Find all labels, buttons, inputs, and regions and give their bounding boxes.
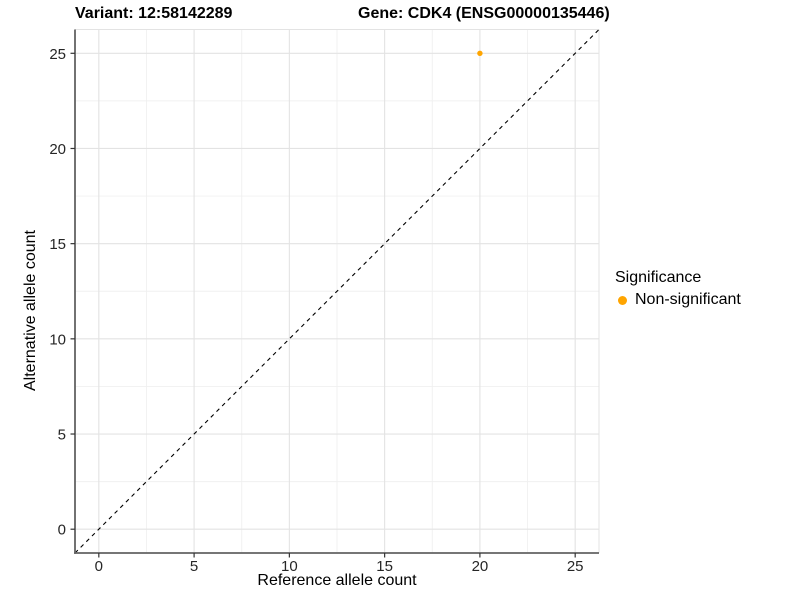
x-tick-label: 20 <box>472 558 489 575</box>
x-tick-label: 15 <box>376 558 393 575</box>
y-tick-label: 10 <box>49 331 66 348</box>
plot-title-variant: Variant: 12:58142289 <box>75 5 233 22</box>
x-tick-label: 0 <box>95 558 103 575</box>
x-tick-label: 25 <box>567 558 584 575</box>
y-tick-label: 5 <box>58 427 66 444</box>
legend-item-label: Non-significant <box>635 291 741 308</box>
x-tick-label: 5 <box>190 558 198 575</box>
y-tick-label: 20 <box>49 141 66 158</box>
plot-title-gene: Gene: CDK4 (ENSG00000135446) <box>358 5 610 22</box>
x-tick-label: 10 <box>281 558 298 575</box>
y-tick-label: 25 <box>49 46 66 63</box>
y-tick-label: 0 <box>58 522 66 539</box>
x-axis-label: Reference allele count <box>257 572 417 589</box>
legend-key <box>613 291 631 309</box>
y-tick-label: 15 <box>49 236 66 253</box>
data-point <box>477 50 483 56</box>
legend-item-non-significant: Non-significant <box>613 291 741 309</box>
legend: Significance Non-significant <box>613 268 741 309</box>
identity-reference-line <box>74 29 600 554</box>
legend-dot-icon <box>617 295 627 305</box>
legend-title: Significance <box>615 269 702 286</box>
